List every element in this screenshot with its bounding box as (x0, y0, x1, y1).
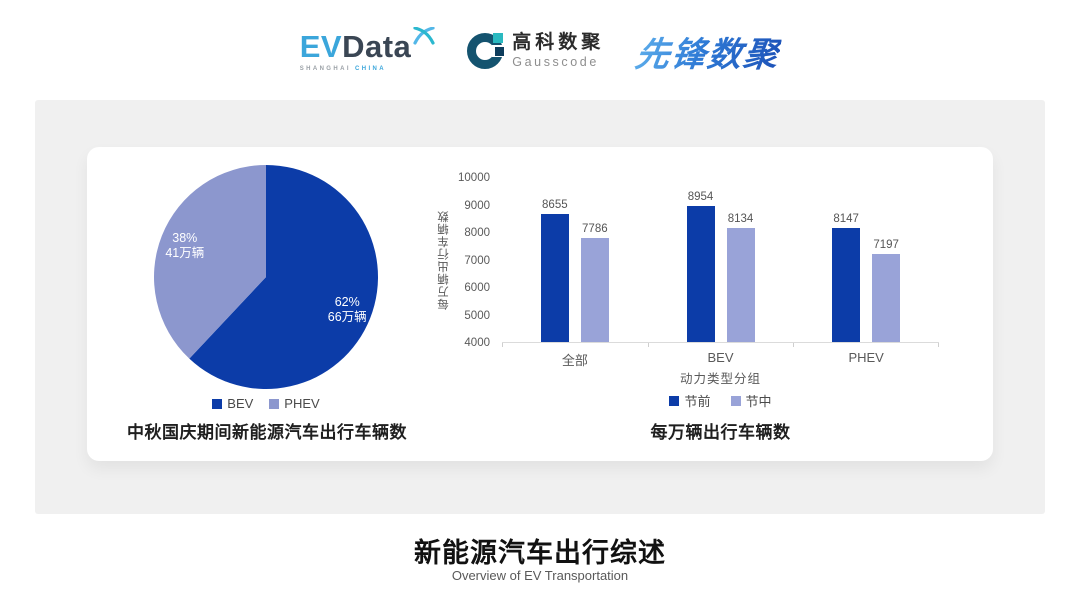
legend-swatch (669, 395, 680, 406)
bar-chart-title: 每万辆出行车辆数 (650, 423, 791, 442)
bar-节前-PHEV (832, 227, 861, 342)
legend-label: 节前 (684, 394, 711, 409)
bar-x-axis-label: 动力类型分组 (679, 372, 761, 386)
evdata-data-text: Data (342, 28, 412, 64)
bar-legend: 节前 节中 (502, 391, 939, 410)
bar-legend-item-节中: 节中 (730, 391, 772, 410)
page-title: 新能源汽车出行综述 (414, 538, 666, 568)
bar-节中-全部 (580, 237, 609, 342)
gausscode-cn-text: 高科数聚 (512, 31, 605, 53)
xianfeng-logo: 先锋数聚 (633, 27, 784, 76)
bar-value-label: 8655 (542, 198, 568, 211)
gausscode-teal-square (493, 33, 504, 43)
bar-节中-PHEV (872, 254, 901, 342)
bar-节前-全部 (540, 214, 569, 342)
pie-slice-label-phev: 38% 41万辆 (165, 231, 204, 260)
y-tick-label: 9000 (464, 199, 490, 212)
gausscode-logo: 高科数聚 Gausscode (467, 33, 604, 69)
y-tick-label: 8000 (464, 227, 490, 239)
category-label-全部: 全部 (561, 353, 588, 368)
evdata-ev-text: EV (299, 28, 343, 64)
category-label-phev: PHEV (848, 350, 884, 365)
legend-label: PHEV (284, 396, 320, 411)
bar-value-label: 8134 (727, 213, 754, 226)
bar-plot-area: 全部 8655 7786 BEV 8954 8134 PHEV 8147 7197 (502, 178, 939, 368)
pie-chart-title: 中秋国庆期间新能源汽车出行车辆数 (127, 423, 407, 442)
evdata-china-text: CHINA (354, 65, 386, 72)
legend-label: 节中 (745, 394, 772, 409)
x-axis-tick (793, 343, 795, 347)
bar-节中-BEV (726, 228, 755, 342)
pie-slice-phev (154, 165, 266, 359)
pie-slice-bev (189, 165, 378, 389)
evdata-subtext: SHANGHAI CHINA (300, 66, 436, 72)
evdata-wordmark: EV Data (299, 26, 436, 64)
y-tick-label: 4000 (464, 337, 490, 349)
legend-swatch (212, 398, 223, 409)
category-label-bev: BEV (707, 350, 734, 365)
y-tick-label: 6000 (464, 282, 490, 294)
pie-slice-label-bev: 62% 66万辆 (328, 295, 367, 324)
y-tick-label: 5000 (464, 309, 490, 322)
page-subtitle: Overview of EV Transportation (451, 568, 629, 583)
pie-legend-item-phev: PHEV (269, 396, 320, 411)
evdata-shanghai-text: SHANGHAI (299, 65, 351, 72)
bar-value-label: 8954 (687, 190, 714, 203)
header-logos: EV Data SHANGHAI CHINA 高科数聚 Gausscode (0, 18, 1080, 84)
bar-legend-item-节前: 节前 (669, 391, 711, 410)
y-tick-label: 7000 (464, 254, 490, 267)
x-axis-tick (502, 343, 503, 347)
bar-value-label: 7197 (873, 239, 899, 252)
pie-legend-item-bev: BEV (212, 396, 253, 411)
x-axis-tick (938, 343, 939, 347)
evdata-x-icon (413, 26, 435, 45)
bar-value-label: 7786 (582, 222, 608, 235)
legend-swatch (269, 398, 280, 409)
y-tick-label: 10000 (458, 172, 490, 184)
bar-节前-BEV (686, 205, 715, 342)
gausscode-text: 高科数聚 Gausscode (512, 33, 604, 69)
pie-chart: 62% 66万辆 38% 41万辆 (154, 165, 378, 389)
legend-swatch (730, 395, 741, 406)
pie-legend: BEV PHEV (146, 396, 386, 411)
gausscode-navy-square (495, 47, 505, 56)
gausscode-g-icon (467, 33, 506, 69)
x-axis-tick (647, 343, 649, 347)
bar-value-label: 8147 (833, 212, 859, 225)
legend-label: BEV (227, 396, 254, 411)
evdata-logo: EV Data SHANGHAI CHINA (299, 26, 436, 72)
gausscode-en-text: Gausscode (512, 54, 599, 69)
